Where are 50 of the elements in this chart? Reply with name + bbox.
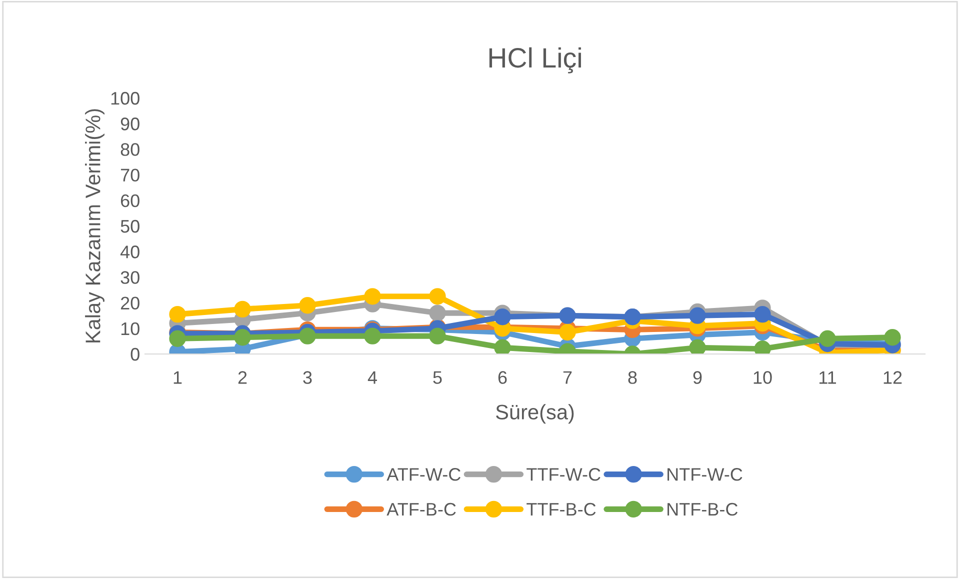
- y-tick-label: 20: [120, 296, 140, 310]
- point: [559, 324, 576, 341]
- point: [884, 329, 901, 346]
- legend-label: TTF-B-C: [526, 502, 596, 516]
- legend-label: ATF-B-C: [386, 502, 456, 516]
- y-axis-title: Kalay Kazanım Verimi(%): [85, 109, 104, 342]
- y-tick-label: 60: [120, 194, 140, 208]
- y-tick-label: 50: [120, 220, 140, 233]
- x-tick-label: 9: [693, 371, 702, 384]
- point: [689, 307, 706, 324]
- point: [364, 288, 381, 305]
- point: [234, 300, 251, 318]
- point: [819, 330, 836, 347]
- x-tick-label: 11: [820, 371, 836, 384]
- x-tick-label: 2: [238, 371, 247, 384]
- x-tick-label: 1: [174, 371, 182, 384]
- x-tick-label: 6: [498, 371, 507, 384]
- y-tick-label: 90: [120, 118, 140, 130]
- x-tick-label: 5: [433, 371, 442, 384]
- y-tick-label: 30: [120, 271, 140, 284]
- y-tick-label: 100: [111, 92, 140, 105]
- point: [299, 297, 316, 314]
- legend-label: NTF-B-C: [668, 502, 738, 516]
- point: [494, 308, 511, 326]
- legend-label: TTF-W-C: [526, 468, 600, 481]
- y-tick-label: 0: [130, 348, 140, 361]
- point: [234, 329, 251, 346]
- point: [169, 306, 186, 323]
- x-tick-label: 10: [754, 371, 772, 384]
- legend-label: NTF-W-C: [668, 468, 742, 481]
- point: [364, 328, 381, 344]
- x-tick-label: 8: [628, 371, 637, 384]
- chart-title: HCl Liçi: [489, 47, 581, 74]
- y-tick-label: 70: [120, 168, 140, 182]
- point: [754, 306, 771, 323]
- y-tick-label: 10: [121, 322, 140, 336]
- x-tick-label: 12: [884, 371, 902, 384]
- point: [169, 330, 186, 347]
- point: [429, 288, 446, 305]
- y-tick-label: 80: [120, 143, 140, 156]
- point: [494, 339, 511, 354]
- point: [429, 304, 446, 322]
- x-tick-label: 4: [368, 371, 377, 384]
- x-tick-label: 3: [303, 371, 312, 384]
- x-tick-label: 7: [563, 371, 572, 384]
- x-axis-title: Süre(sa): [496, 404, 574, 424]
- y-tick-label: 40: [120, 246, 140, 258]
- legend-label: ATF-W-C: [386, 468, 461, 481]
- point: [689, 339, 706, 354]
- point: [429, 328, 446, 344]
